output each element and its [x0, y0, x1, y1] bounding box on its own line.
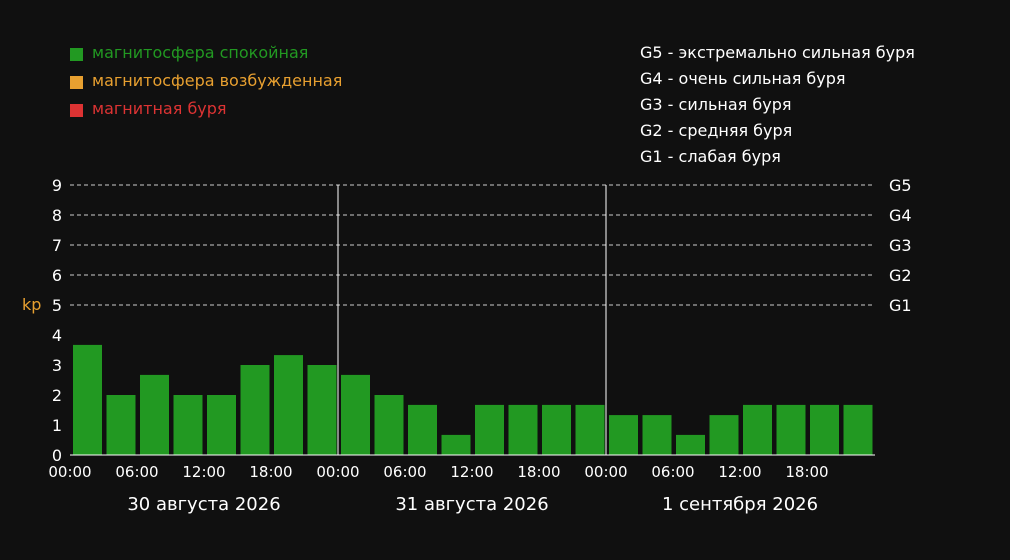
x-tick-label: 00:00	[316, 463, 359, 481]
kp-bar	[374, 395, 404, 455]
g-level-labels: G1 G2 G3 G4 G5	[889, 176, 912, 315]
day-label: 1 сентября 2026	[662, 494, 818, 515]
axes	[70, 185, 875, 456]
kp-bar	[508, 404, 538, 455]
x-tick-label: 00:00	[584, 463, 627, 481]
kp-bar	[642, 415, 672, 455]
kp-bar	[408, 404, 437, 455]
kp-bar	[743, 404, 772, 455]
scale-item: G3 - сильная буря	[640, 95, 791, 114]
kp-bar	[810, 404, 839, 455]
storm-scale-legend: G5 - экстремально сильная буря G4 - очень…	[640, 43, 915, 166]
x-tick-label: 06:00	[115, 463, 158, 481]
scale-item: G2 - средняя буря	[640, 121, 792, 140]
kp-bar	[776, 404, 806, 455]
kp-bar	[341, 374, 370, 455]
legend-swatch	[70, 76, 83, 89]
x-tick-label: 18:00	[517, 463, 560, 481]
x-tick-label: 12:00	[182, 463, 225, 481]
legend-swatch	[70, 104, 83, 117]
y-tick-labels: 0 1 2 3 4 5 6 7 8 9	[52, 176, 62, 465]
scale-item: G4 - очень сильная буря	[640, 69, 846, 88]
kp-bar	[73, 344, 102, 455]
legend-swatch	[70, 48, 83, 61]
g-level-label: G5	[889, 176, 912, 195]
kp-bar	[106, 395, 136, 455]
y-tick-label: 1	[52, 416, 62, 435]
scale-item: G5 - экстремально сильная буря	[640, 43, 915, 62]
kp-bar	[240, 365, 270, 455]
kp-bar	[843, 404, 873, 455]
x-tick-label: 12:00	[450, 463, 493, 481]
kp-bar	[676, 434, 705, 455]
y-tick-label: 3	[52, 356, 62, 375]
kp-bar	[475, 404, 504, 455]
g-level-label: G4	[889, 206, 912, 225]
x-tick-label: 18:00	[785, 463, 828, 481]
kp-bar	[575, 404, 605, 455]
x-tick-label: 12:00	[718, 463, 761, 481]
kp-bar	[140, 374, 169, 455]
day-labels: 30 августа 2026 31 августа 2026 1 сентября…	[127, 494, 818, 515]
y-tick-label: 9	[52, 176, 62, 195]
x-tick-label: 00:00	[48, 463, 91, 481]
kp-bar	[307, 365, 337, 455]
kp-bar	[542, 404, 571, 455]
y-tick-label: 2	[52, 386, 62, 405]
scale-item: G1 - слабая буря	[640, 147, 781, 166]
kp-bars	[73, 344, 873, 455]
y-tick-label: 8	[52, 206, 62, 225]
kp-bar	[173, 395, 203, 455]
x-tick-labels: 00:00 06:00 12:00 18:00 00:00 06:00 12:00 18:00…	[48, 463, 828, 481]
y-axis-label: kp	[22, 295, 41, 314]
grid-lines	[70, 184, 875, 306]
legend-label: магнитосфера возбужденная	[92, 71, 342, 90]
legend-label: магнитная буря	[92, 99, 227, 118]
kp-bar	[274, 355, 303, 455]
y-tick-label: 7	[52, 236, 62, 255]
x-tick-label: 18:00	[249, 463, 292, 481]
kp-bar	[709, 415, 739, 455]
y-tick-label: 4	[52, 326, 62, 345]
x-tick-label: 06:00	[651, 463, 694, 481]
x-tick-label: 06:00	[383, 463, 426, 481]
status-legend: магнитосфера спокойная магнитосфера возбу…	[70, 43, 342, 118]
g-level-label: G2	[889, 266, 912, 285]
day-label: 30 августа 2026	[127, 494, 280, 515]
g-level-label: G1	[889, 296, 912, 315]
kp-bar	[441, 434, 471, 455]
kp-bar	[609, 415, 638, 455]
kp-bar	[207, 395, 236, 455]
legend-label: магнитосфера спокойная	[92, 43, 308, 62]
y-tick-label: 5	[52, 296, 62, 315]
g-level-label: G3	[889, 236, 912, 255]
day-label: 31 августа 2026	[395, 494, 548, 515]
y-tick-label: 0	[52, 446, 62, 465]
y-tick-label: 6	[52, 266, 62, 285]
